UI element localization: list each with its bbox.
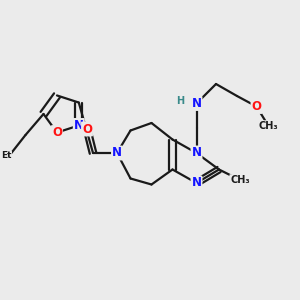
Text: N: N <box>74 119 84 132</box>
Text: N: N <box>112 146 122 160</box>
Text: N: N <box>191 176 202 190</box>
Text: CH₃: CH₃ <box>259 121 278 131</box>
Text: CH₃: CH₃ <box>230 175 250 185</box>
Text: O: O <box>52 126 62 139</box>
Text: N: N <box>191 97 202 110</box>
Text: H: H <box>176 95 184 106</box>
Text: O: O <box>251 100 262 113</box>
Text: O: O <box>82 122 92 136</box>
Text: N: N <box>191 146 202 160</box>
Text: Et: Et <box>1 152 11 160</box>
